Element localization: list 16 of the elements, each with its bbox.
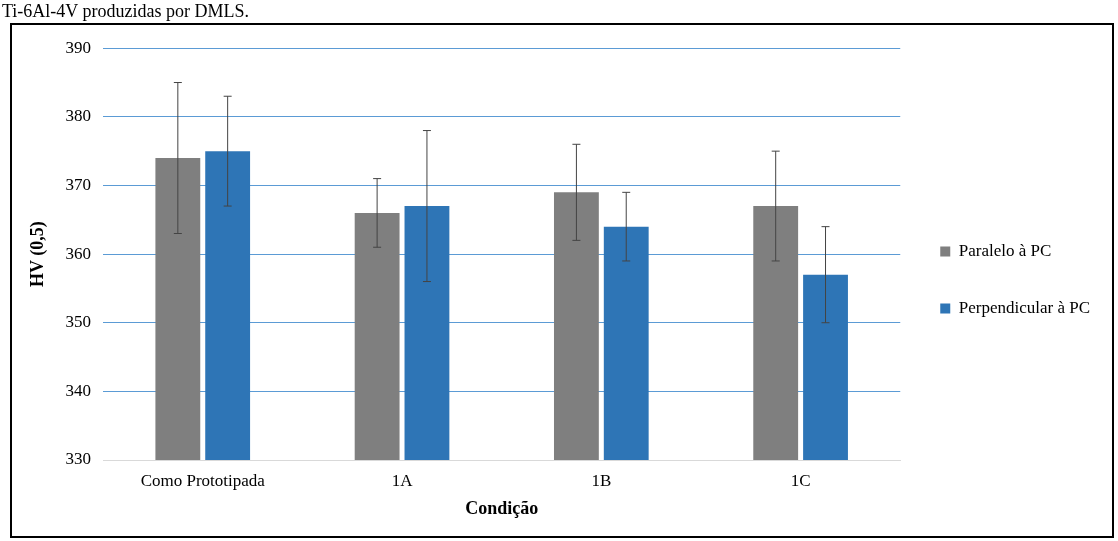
y-tick-label: 350 [65, 312, 92, 332]
y-tick-label: 360 [65, 243, 92, 263]
x-tick-label: 1B [591, 470, 612, 490]
y-tick-label: 330 [65, 449, 92, 469]
y-tick-label: 370 [65, 174, 92, 194]
x-tick-label: Como Prototipada [140, 470, 266, 490]
y-axis-title: HV (0,5) [27, 221, 49, 287]
text: Ti-6Al-4V produzidas por DMLS. [2, 1, 250, 21]
legend-label: Paralelo à PC [958, 240, 1052, 260]
legend-label: Perpendicular à PC [958, 297, 1091, 317]
x-axis-title: Condição [465, 497, 539, 518]
x-tick-label: 1A [391, 470, 414, 490]
y-tick-label: 390 [65, 37, 92, 57]
y-tick-label: 380 [65, 106, 92, 126]
x-tick-label: 1C [790, 470, 811, 490]
y-tick-label: 340 [65, 380, 92, 400]
